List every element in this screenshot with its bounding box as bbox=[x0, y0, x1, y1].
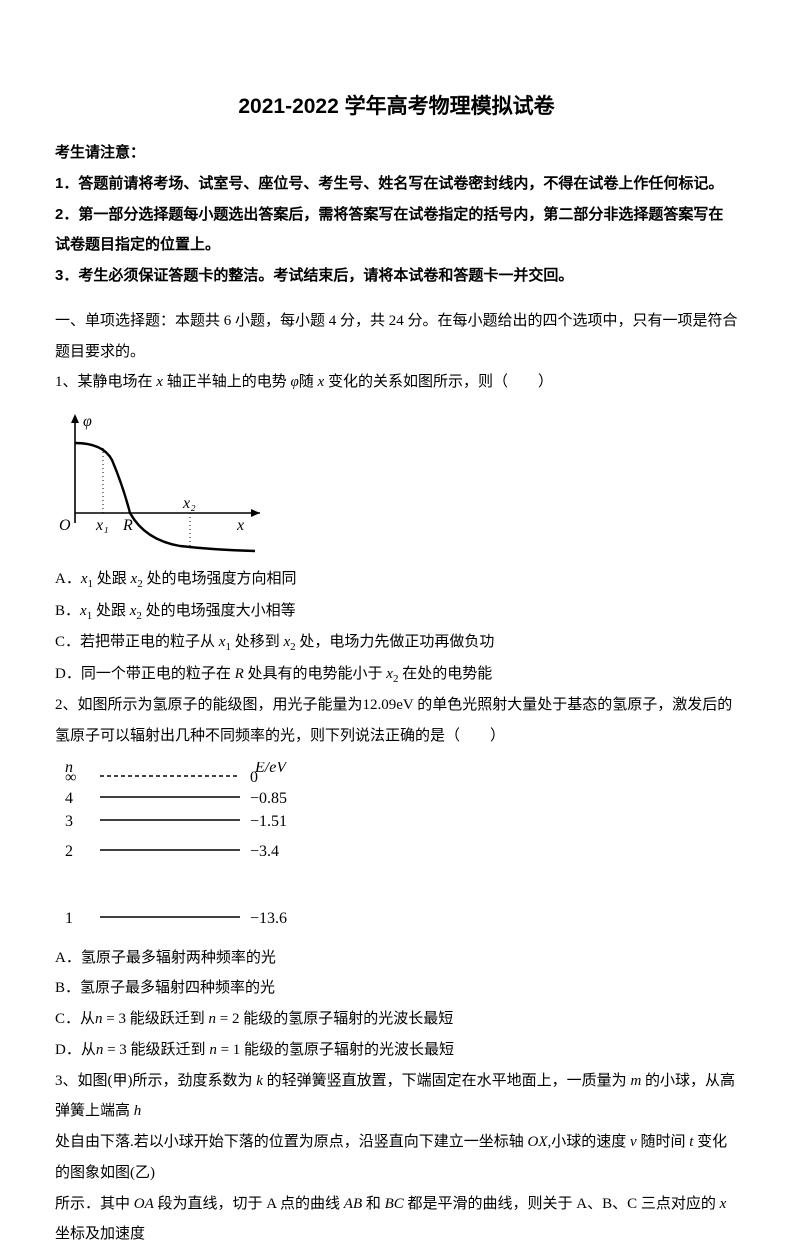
q3-l3-post: 坐标及加速度 bbox=[55, 1226, 145, 1242]
notice-line-3: 3．考生必须保证答题卡的整洁。考试结束后，请将本试卷和答题卡一并交回。 bbox=[55, 261, 738, 292]
q3-l3-mid3: 都是平滑的曲线，则关于 A、B、C 三点对应的 bbox=[404, 1196, 720, 1212]
q3-var-oa: OA bbox=[134, 1196, 154, 1212]
q1-stem-mid1: 轴正半轴上的电势 bbox=[163, 374, 291, 390]
opt-b-pre: B． bbox=[55, 603, 80, 619]
energy-level-e-label: −3.4 bbox=[250, 843, 279, 860]
q1-option-c: C．若把带正电的粒子从 x1 处移到 x2 处，电场力先做正功再做负功 bbox=[55, 627, 738, 659]
q1-stem-pre: 1、某静电场在 bbox=[55, 374, 156, 390]
q3-var-bc: BC bbox=[385, 1196, 404, 1212]
q2-option-a: A．氢原子最多辐射两种频率的光 bbox=[55, 943, 738, 974]
q3-var-x: x bbox=[720, 1196, 727, 1212]
q2c-n1: n bbox=[95, 1011, 103, 1027]
q3-l2-mid2: 随时间 bbox=[637, 1134, 690, 1150]
e-column-label: E/eV bbox=[254, 762, 288, 776]
opt-b-post: 处的电场强度大小相等 bbox=[142, 603, 296, 619]
q3-l3-mid1: 段为直线，切于 A 点的曲线 bbox=[154, 1196, 344, 1212]
q3-l2-mid1: ,小球的速度 bbox=[548, 1134, 631, 1150]
energy-level-n-label: ∞ bbox=[65, 769, 76, 786]
q1-option-d: D．同一个带正电的粒子在 R 处具有的电势能小于 x2 在处的电势能 bbox=[55, 659, 738, 691]
q1-graph-svg: φ O x₁ R x₂ x bbox=[55, 408, 275, 558]
notice-line-1: 1．答题前请将考场、试室号、座位号、考生号、姓名写在试卷密封线内，不得在试卷上作… bbox=[55, 169, 738, 200]
opt-c-mid: 处移到 bbox=[231, 634, 284, 650]
r-label: R bbox=[122, 517, 133, 534]
q3-l1-mid1: 的轻弹簧竖直放置，下端固定在水平地面上，一质量为 bbox=[263, 1073, 631, 1089]
opt-d-mid: 处具有的电势能小于 bbox=[244, 666, 387, 682]
q2-option-b: B．氢原子最多辐射四种频率的光 bbox=[55, 973, 738, 1004]
q3-line-2: 处自由下落.若以小球开始下落的位置为原点，沿竖直向下建立一坐标轴 OX,小球的速… bbox=[55, 1127, 738, 1189]
notice-line-2: 2．第一部分选择题每小题选出答案后，需将答案写在试卷指定的括号内，第二部分非选择… bbox=[55, 200, 738, 262]
q3-l3-mid2: 和 bbox=[362, 1196, 385, 1212]
q3-var-m: m bbox=[630, 1073, 641, 1089]
q2-energy-levels-svg: n E/eV ∞04−0.853−1.512−3.41−13.6 bbox=[55, 762, 315, 937]
energy-level-n-label: 3 bbox=[65, 813, 73, 830]
opt-a-pre: A． bbox=[55, 571, 81, 587]
x1-label: x₁ bbox=[95, 517, 109, 534]
q2d-n2: n bbox=[209, 1042, 217, 1058]
q3-line-1: 3、如图(甲)所示，劲度系数为 k 的轻弹簧竖直放置，下端固定在水平地面上，一质… bbox=[55, 1066, 738, 1128]
q2-option-c: C．从n = 3 能级跃迁到 n = 2 能级的氢原子辐射的光波长最短 bbox=[55, 1004, 738, 1035]
q3-l3-pre: 所示．其中 bbox=[55, 1196, 134, 1212]
q2c-eq1: = 3 能级跃迁到 bbox=[103, 1011, 209, 1027]
potential-curve bbox=[75, 443, 255, 551]
page-title: 2021-2022 学年高考物理模拟试卷 bbox=[55, 85, 738, 128]
opt-d-R: R bbox=[235, 666, 244, 682]
q2-option-d: D．从n = 3 能级跃迁到 n = 1 能级的氢原子辐射的光波长最短 bbox=[55, 1035, 738, 1066]
q1-var-x-1: x bbox=[156, 374, 163, 390]
energy-level-e-label: 0 bbox=[250, 769, 258, 786]
section-1-heading: 一、单项选择题：本题共 6 小题，每小题 4 分，共 24 分。在每小题给出的四… bbox=[55, 306, 738, 368]
q3-line-3: 所示．其中 OA 段为直线，切于 A 点的曲线 AB 和 BC 都是平滑的曲线，… bbox=[55, 1189, 738, 1250]
energy-level-n-label: 1 bbox=[65, 910, 73, 927]
exam-page: 2021-2022 学年高考物理模拟试卷 考生请注意： 1．答题前请将考场、试室… bbox=[0, 0, 793, 1122]
q2-stem: 2、如图所示为氢原子的能级图，用光子能量为12.09eV 的单色光照射大量处于基… bbox=[55, 690, 738, 752]
q2c-n2: n bbox=[208, 1011, 216, 1027]
q2-figure: n E/eV ∞04−0.853−1.512−3.41−13.6 bbox=[55, 762, 738, 937]
opt-d-post: 在处的电势能 bbox=[398, 666, 492, 682]
q1-option-a: A．x1 处跟 x2 处的电场强度方向相同 bbox=[55, 564, 738, 596]
energy-level-e-label: −0.85 bbox=[250, 790, 287, 807]
opt-c-post: 处，电场力先做正功再做负功 bbox=[296, 634, 495, 650]
energy-level-e-label: −1.51 bbox=[250, 813, 287, 830]
opt-c-pre: C．若把带正电的粒子从 bbox=[55, 634, 219, 650]
opt-d-pre: D．同一个带正电的粒子在 bbox=[55, 666, 235, 682]
x-axis-label: x bbox=[236, 517, 244, 534]
x-axis-arrow-icon bbox=[251, 509, 260, 517]
q3-var-h: h bbox=[134, 1103, 142, 1119]
q1-var-phi: φ bbox=[290, 374, 298, 390]
opt-d-x2: x bbox=[386, 666, 393, 682]
q3-l1-pre: 3、如图(甲)所示，劲度系数为 bbox=[55, 1073, 256, 1089]
opt-a-post: 处的电场强度方向相同 bbox=[143, 571, 297, 587]
q1-stem-post: 变化的关系如图所示，则（ ） bbox=[324, 374, 553, 390]
q2d-eq1: = 3 能级跃迁到 bbox=[103, 1042, 209, 1058]
q2d-eq2: = 1 能级的氢原子辐射的光波长最短 bbox=[217, 1042, 454, 1058]
energy-level-n-label: 4 bbox=[65, 790, 73, 807]
y-axis-arrow-icon bbox=[71, 414, 79, 423]
opt-a-x1: x bbox=[81, 571, 88, 587]
q1-stem-mid2: 随 bbox=[299, 374, 318, 390]
phi-label: φ bbox=[83, 413, 92, 430]
q2c-eq2: = 2 能级的氢原子辐射的光波长最短 bbox=[216, 1011, 453, 1027]
q1-option-b: B．x1 处跟 x2 处的电场强度大小相等 bbox=[55, 596, 738, 628]
origin-label: O bbox=[59, 517, 71, 534]
q1-stem: 1、某静电场在 x 轴正半轴上的电势 φ随 x 变化的关系如图所示，则（ ） bbox=[55, 367, 738, 398]
opt-b-x1: x bbox=[80, 603, 87, 619]
q1-figure: φ O x₁ R x₂ x bbox=[55, 408, 738, 558]
q3-l2-pre: 处自由下落.若以小球开始下落的位置为原点，沿竖直向下建立一坐标轴 bbox=[55, 1134, 528, 1150]
q2c-pre: C．从 bbox=[55, 1011, 95, 1027]
opt-a-mid: 处跟 bbox=[93, 571, 131, 587]
energy-level-e-label: −13.6 bbox=[250, 910, 287, 927]
q2d-pre: D．从 bbox=[55, 1042, 96, 1058]
q3-var-v: v bbox=[630, 1134, 637, 1150]
q3-var-k: k bbox=[256, 1073, 263, 1089]
q3-var-ox: OX bbox=[528, 1134, 548, 1150]
q3-var-ab: AB bbox=[344, 1196, 362, 1212]
opt-b-mid: 处跟 bbox=[92, 603, 130, 619]
notice-heading: 考生请注意： bbox=[55, 138, 738, 169]
energy-level-n-label: 2 bbox=[65, 843, 73, 860]
x2-label: x₂ bbox=[182, 495, 196, 512]
